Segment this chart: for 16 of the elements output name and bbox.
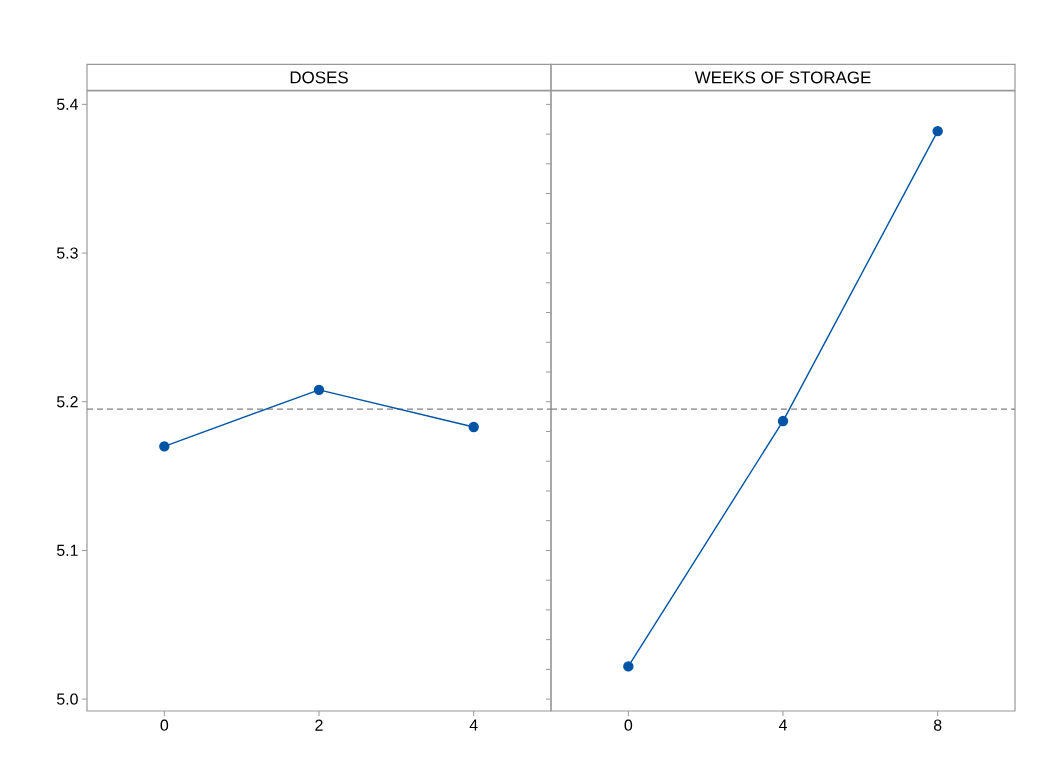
point — [159, 441, 170, 452]
x-tick-label: 4 — [778, 719, 787, 731]
y-tick-label: 5.4 — [56, 98, 79, 110]
y-tick-label: 5.1 — [56, 544, 78, 556]
y-tick-label: 5.0 — [56, 693, 78, 705]
x-tick-label: 0 — [624, 719, 633, 731]
chart-title: WEEKS OF STORAGE — [694, 71, 871, 84]
chart-title: DOSES — [290, 71, 348, 84]
y-tick-label: 5.2 — [56, 396, 78, 408]
x-tick-label: 2 — [315, 719, 323, 731]
point — [468, 421, 479, 433]
x-tick-label: 0 — [160, 719, 169, 731]
x-tick-label: 4 — [469, 719, 478, 731]
point — [313, 384, 325, 396]
x-tick-label: 8 — [933, 719, 942, 731]
y-tick-label: 5.3 — [56, 247, 78, 259]
